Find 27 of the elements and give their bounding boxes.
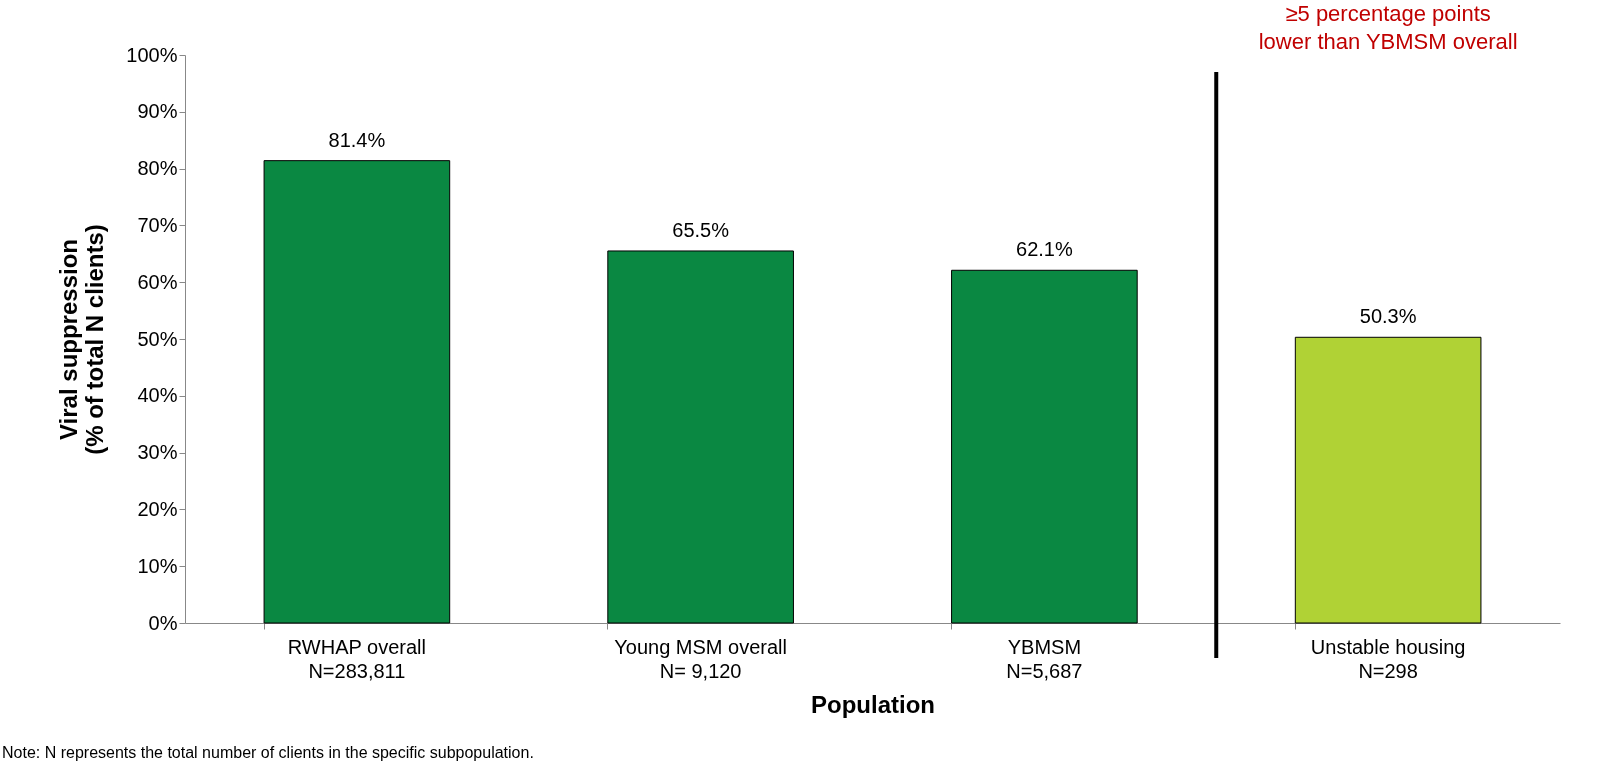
x-tick-label: RWHAP overall N=283,811	[287, 635, 426, 682]
y-tick-label: 70%	[137, 213, 178, 236]
bar	[263, 160, 451, 624]
y-tick-label: 80%	[137, 157, 178, 180]
y-tick-label: 50%	[137, 327, 178, 350]
text: ≥5 percentage points lower than YBMSM overall	[1258, 0, 1519, 56]
bar	[607, 250, 794, 624]
y-tick-label: 30%	[137, 441, 178, 464]
y-tick-label: 0%	[148, 611, 178, 634]
y-tick-label: 40%	[137, 384, 178, 407]
data-label: 65.5%	[672, 218, 730, 241]
bar	[1294, 336, 1482, 624]
y-tick-label: 90%	[137, 100, 178, 123]
data-label: 62.1%	[1016, 238, 1073, 261]
y-tick-label: 60%	[137, 270, 178, 293]
data-label: 50.3%	[1359, 305, 1417, 328]
y-tick-label: 20%	[137, 497, 178, 520]
x-axis-title: Population	[811, 690, 935, 718]
y-axis-title: Viral suppression (% of total N clients)	[55, 224, 109, 455]
y-tick-label: 100%	[126, 43, 178, 66]
data-label: 81.4%	[328, 128, 386, 151]
x-tick-label: YBMSM N=5,687	[1006, 635, 1083, 682]
bar	[951, 269, 1138, 624]
y-tick-label: 10%	[137, 554, 178, 577]
text: Note: N represents the total number of clients in the specific subpopulation.	[2, 744, 534, 762]
x-tick-label: Unstable housing N=298	[1310, 635, 1466, 682]
x-tick-label: Young MSM overall N= 9,120	[614, 635, 787, 682]
